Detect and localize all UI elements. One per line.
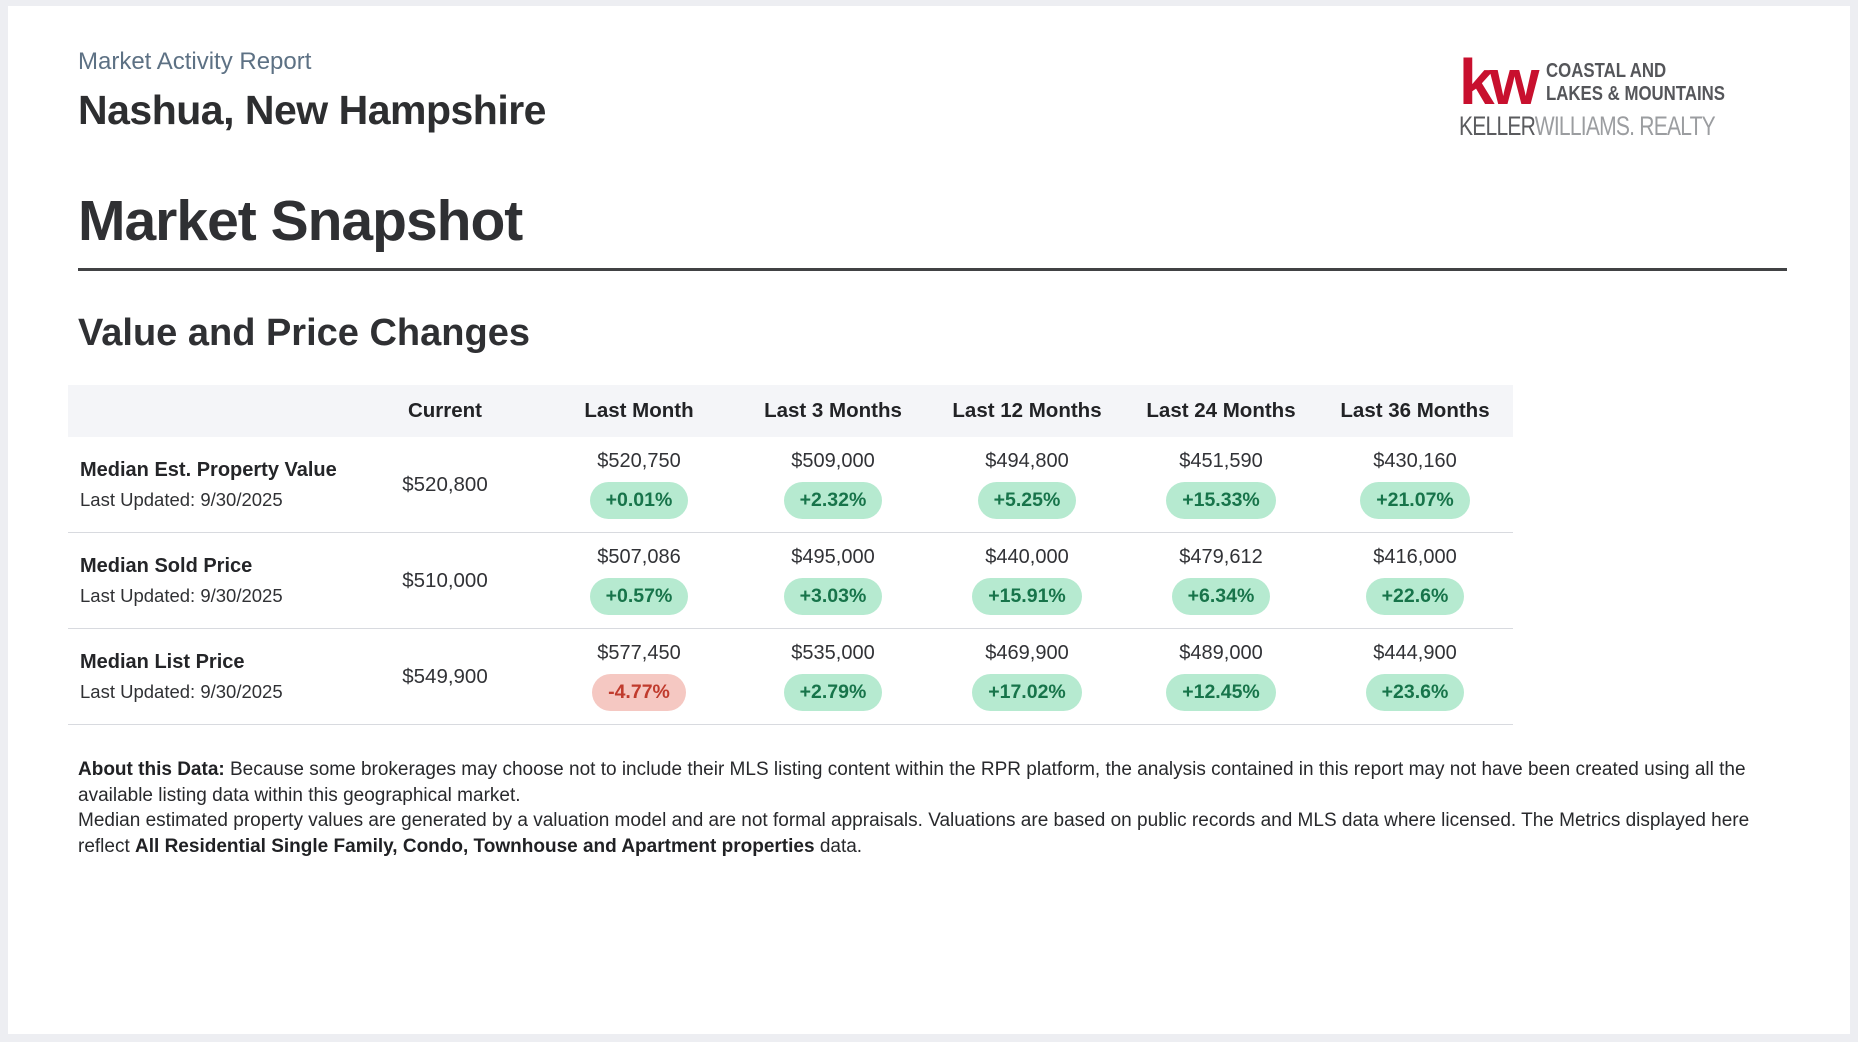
period-value: $440,000	[985, 546, 1069, 568]
change-badge: +0.01%	[589, 482, 689, 519]
report-header-left: Market Activity Report Nashua, New Hamps…	[78, 48, 547, 134]
metric-last-updated: Last Updated: 9/30/2025	[80, 584, 283, 606]
report-location-title: Nashua, New Hampshire	[78, 87, 547, 133]
period-cell: $535,000 +2.79%	[736, 642, 930, 711]
column-header-last-month: Last Month	[584, 399, 694, 422]
change-badge: +23.6%	[1365, 674, 1465, 711]
metric-label: Median List Price	[80, 650, 245, 673]
metric-label-cell: Median Sold Price Last Updated: 9/30/202…	[68, 555, 348, 607]
period-cell: $444,900 +23.6%	[1318, 642, 1512, 711]
change-badge: +15.91%	[972, 578, 1082, 615]
period-value: $577,450	[597, 642, 681, 664]
about-line4-prefix: reflect	[78, 835, 136, 857]
period-value: $495,000	[791, 546, 875, 568]
period-value: $535,000	[791, 642, 875, 664]
report-page: Market Activity Report Nashua, New Hamps…	[8, 6, 1850, 1034]
period-value: $451,590	[1179, 450, 1263, 472]
logo-brand-line: KELLERWILLIAMS. REALTY	[1459, 111, 1716, 142]
period-cell: $577,450 -4.77%	[542, 642, 736, 711]
period-value: $520,750	[597, 450, 681, 472]
period-value: $489,000	[1179, 642, 1263, 664]
period-cell: $520,750 +0.01%	[542, 450, 736, 519]
change-badge: +3.03%	[783, 578, 883, 615]
period-value: $416,000	[1373, 546, 1457, 568]
about-line3: Median estimated property values are gen…	[78, 810, 1750, 831]
value-price-table: Current Last Month Last 3 Months Last 12…	[68, 385, 1513, 725]
period-value: $430,160	[1373, 450, 1457, 472]
keller-williams-logo: kw COASTAL AND LAKES & MOUNTAINS KELLERW…	[1459, 46, 1725, 142]
about-label: About this Data:	[78, 759, 225, 780]
about-line4-suffix: data.	[814, 835, 863, 857]
page-title: Market Snapshot	[78, 189, 523, 253]
period-cell: $440,000 +15.91%	[930, 546, 1124, 615]
period-cell: $489,000 +12.45%	[1124, 642, 1318, 711]
change-badge: +22.6%	[1365, 578, 1465, 615]
report-type-label: Market Activity Report	[78, 48, 312, 75]
change-badge: +2.79%	[783, 674, 883, 711]
current-value: $549,900	[402, 664, 488, 688]
change-badge: +12.45%	[1166, 674, 1276, 711]
metric-last-updated: Last Updated: 9/30/2025	[80, 488, 283, 510]
period-cell: $495,000 +3.03%	[736, 546, 930, 615]
table-row-median-sold-price: Median Sold Price Last Updated: 9/30/202…	[68, 533, 1513, 629]
logo-office-name: COASTAL AND LAKES & MOUNTAINS	[1546, 56, 1725, 105]
column-header-last-24-months: Last 24 Months	[1146, 399, 1296, 422]
current-value: $520,800	[402, 472, 488, 496]
logo-office-line1: COASTAL AND	[1546, 59, 1667, 82]
period-cell: $507,086 +0.57%	[542, 546, 736, 615]
about-this-data: About this Data: Because some brokerages…	[78, 757, 1787, 859]
logo-top-row: kw COASTAL AND LAKES & MOUNTAINS	[1459, 46, 1725, 118]
period-value: $469,900	[985, 642, 1069, 664]
metric-label-cell: Median List Price Last Updated: 9/30/202…	[68, 651, 348, 703]
metric-label-cell: Median Est. Property Value Last Updated:…	[68, 459, 348, 511]
period-cell: $430,160 +21.07%	[1318, 450, 1512, 519]
change-badge: -4.77%	[592, 674, 686, 711]
period-value: $444,900	[1373, 642, 1457, 664]
section-title: Value and Price Changes	[78, 312, 530, 354]
column-header-last-3-months: Last 3 Months	[764, 399, 902, 422]
logo-brand-keller: KELLER	[1459, 111, 1536, 141]
about-line1: Because some brokerages may choose not t…	[224, 759, 1746, 780]
kw-monogram-icon: kw	[1459, 46, 1539, 118]
logo-brand-realty: . REALTY	[1629, 111, 1716, 141]
about-line2: available listing data within this geogr…	[78, 784, 521, 806]
change-badge: +0.57%	[589, 578, 689, 615]
change-badge: +6.34%	[1171, 578, 1271, 615]
change-badge: +5.25%	[977, 482, 1077, 519]
period-cell: $416,000 +22.6%	[1318, 546, 1512, 615]
period-value: $494,800	[985, 450, 1069, 472]
change-badge: +15.33%	[1166, 482, 1276, 519]
column-header-last-12-months: Last 12 Months	[952, 399, 1102, 422]
current-value: $510,000	[402, 568, 488, 592]
period-cell: $469,900 +17.02%	[930, 642, 1124, 711]
table-row-median-est-property-value: Median Est. Property Value Last Updated:…	[68, 437, 1513, 533]
period-cell: $451,590 +15.33%	[1124, 450, 1318, 519]
about-line4-bold: All Residential Single Family, Condo, To…	[135, 835, 815, 857]
column-header-current: Current	[407, 399, 483, 422]
logo-office-line2: LAKES & MOUNTAINS	[1546, 82, 1726, 105]
change-badge: +17.02%	[972, 674, 1082, 711]
column-header-last-36-months: Last 36 Months	[1340, 399, 1490, 422]
period-value: $507,086	[597, 546, 681, 568]
period-cell: $479,612 +6.34%	[1124, 546, 1318, 615]
logo-brand-williams: WILLIAMS	[1534, 111, 1630, 141]
period-cell: $494,800 +5.25%	[930, 450, 1124, 519]
title-divider	[78, 268, 1787, 271]
metric-label: Median Sold Price	[80, 554, 253, 577]
metric-last-updated: Last Updated: 9/30/2025	[80, 680, 283, 702]
period-value: $479,612	[1179, 546, 1263, 568]
change-badge: +21.07%	[1360, 482, 1470, 519]
metric-label: Median Est. Property Value	[80, 458, 337, 481]
period-cell: $509,000 +2.32%	[736, 450, 930, 519]
report-header: Market Activity Report Nashua, New Hamps…	[78, 48, 1787, 142]
change-badge: +2.32%	[783, 482, 883, 519]
period-value: $509,000	[791, 450, 875, 472]
table-header-row: Current Last Month Last 3 Months Last 12…	[68, 385, 1513, 437]
table-row-median-list-price: Median List Price Last Updated: 9/30/202…	[68, 629, 1513, 725]
